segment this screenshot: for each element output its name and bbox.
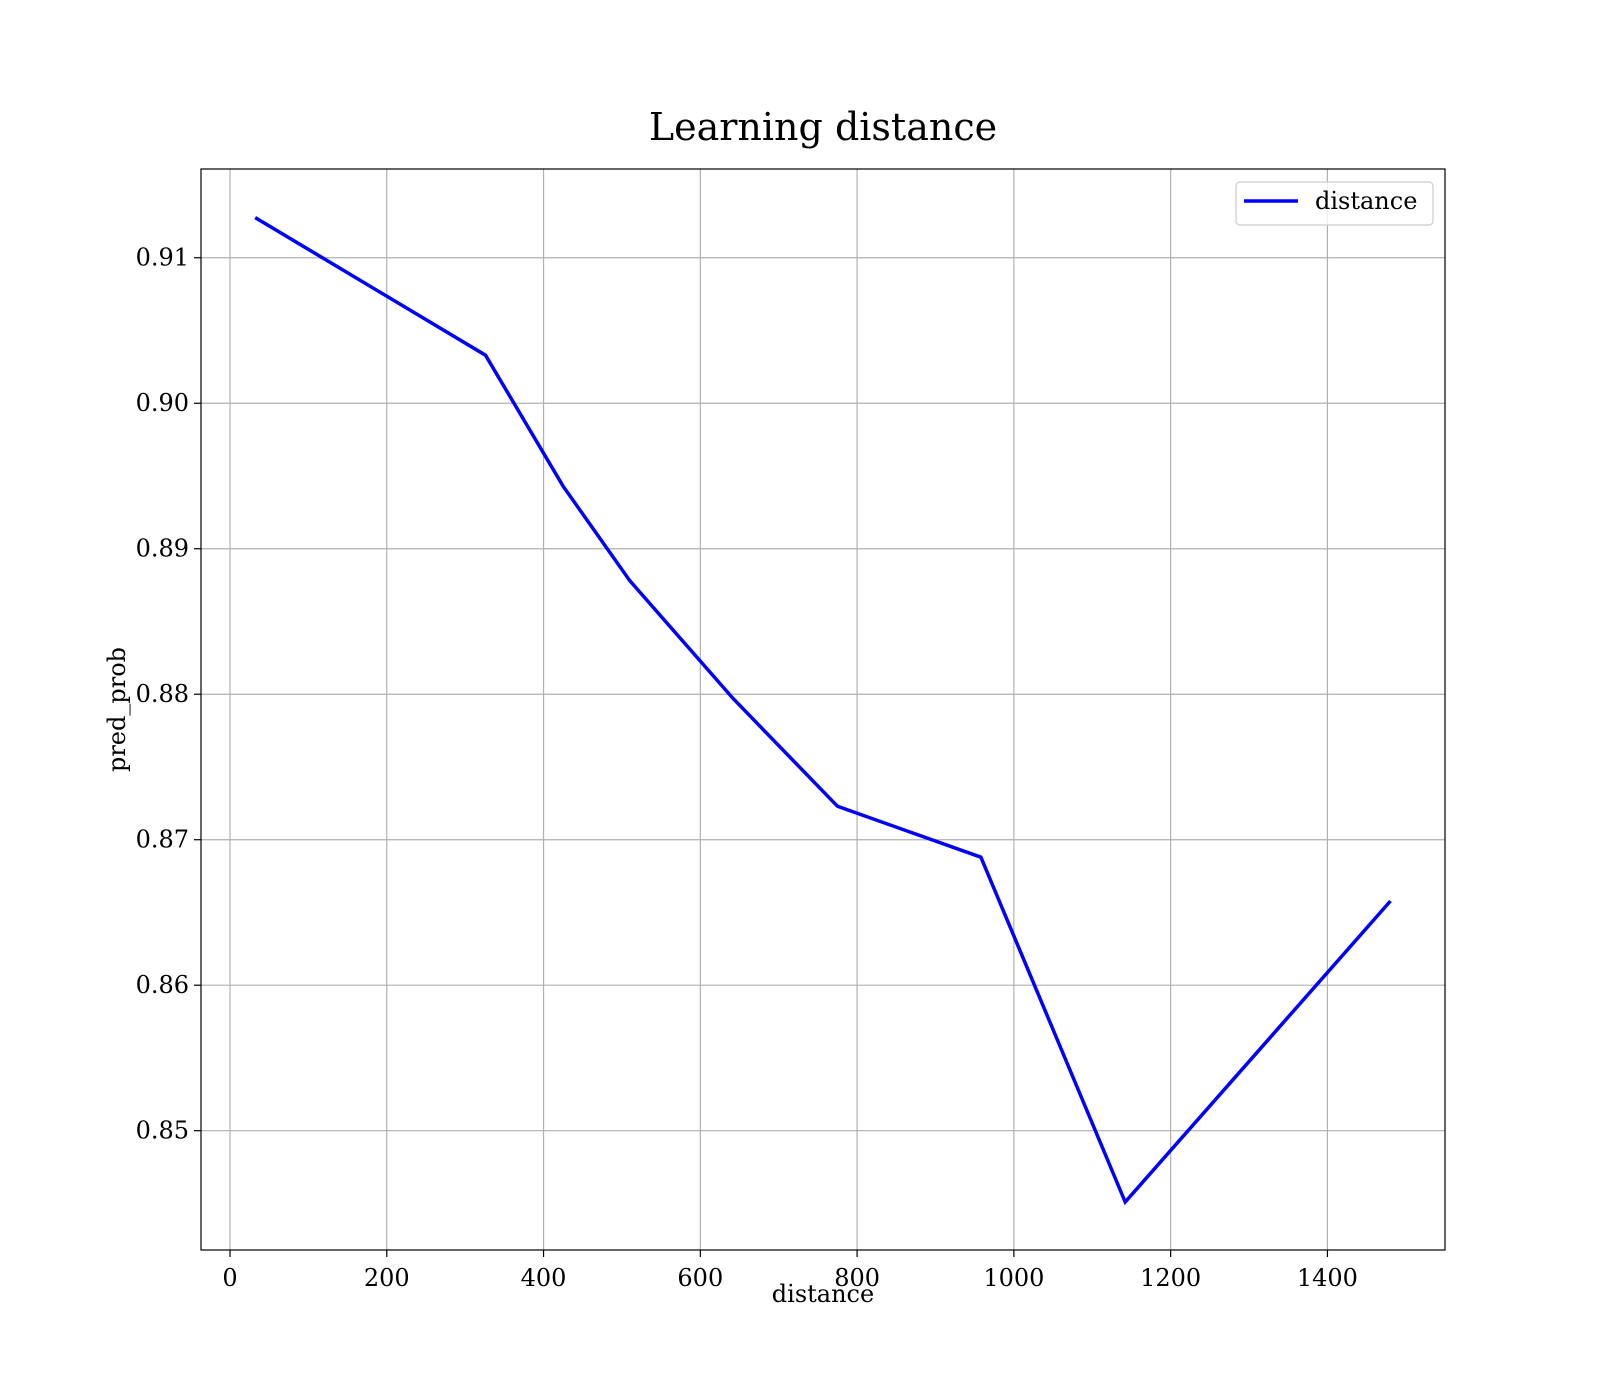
x-tick-label: 400 — [521, 1264, 567, 1292]
legend-box — [1235, 181, 1434, 226]
y-tick-label: 0.86 — [136, 971, 189, 999]
legend-label: distance — [1315, 187, 1417, 215]
x-tick-label: 1400 — [1297, 1264, 1358, 1292]
y-tick-label: 0.85 — [136, 1117, 189, 1145]
y-axis-label: pred_prob — [103, 647, 131, 772]
x-axis-label: distance — [772, 1280, 874, 1308]
x-tick-label: 1200 — [1140, 1264, 1201, 1292]
x-tick-label: 600 — [677, 1264, 723, 1292]
plot-area-frame — [200, 168, 1446, 1251]
x-tick-label: 800 — [834, 1264, 880, 1292]
y-tick-label: 0.91 — [136, 244, 189, 272]
series-layer — [254, 216, 1392, 1206]
y-tick-label: 0.89 — [136, 535, 189, 563]
y-tick-label: 0.88 — [136, 680, 189, 708]
grid — [201, 169, 1445, 1250]
series-line-distance — [254, 216, 1392, 1206]
y-tick-label: 0.87 — [136, 826, 189, 854]
x-tick-label: 0 — [222, 1264, 237, 1292]
tick-layer: 0 200 400 600 800 1000 1200 1400 0.85 0.86 0.87 0.8… — [136, 244, 1358, 1292]
x-tick-label: 1000 — [983, 1264, 1044, 1292]
y-tick-label: 0.90 — [136, 389, 189, 417]
x-tick-label: 200 — [364, 1264, 410, 1292]
chart-title: Learning distance — [649, 105, 997, 149]
legend: distance — [1235, 181, 1434, 226]
